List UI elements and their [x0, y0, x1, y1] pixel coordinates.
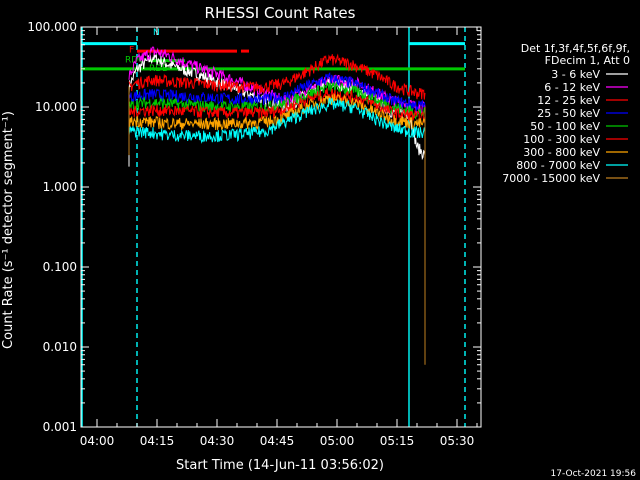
chart-title: RHESSI Count Rates: [205, 4, 356, 22]
x-tick-label: 04:00: [80, 434, 115, 448]
y-tick-label: 0.001: [43, 420, 77, 434]
x-tick-label: 04:15: [140, 434, 175, 448]
annotation-rdb: RDB: [149, 64, 168, 74]
x-tick-label: 04:45: [260, 434, 295, 448]
series-line-5: [128, 88, 426, 124]
legend: Det 1f,3f,4f,5f,6f,9f,FDecim 1, Att 03 -…: [502, 42, 630, 185]
series-line-3: [128, 72, 426, 111]
y-tick-label: 0.010: [43, 340, 77, 354]
series-line-7: [128, 97, 426, 144]
annotation-rdc: RDC: [125, 55, 144, 65]
legend-label-5: 100 - 300 keV: [523, 133, 600, 146]
legend-label-0: 3 - 6 keV: [551, 68, 600, 81]
x-tick-label: 05:00: [320, 434, 355, 448]
legend-label-1: 6 - 12 keV: [544, 81, 600, 94]
legend-label-6: 300 - 800 keV: [523, 146, 600, 159]
annotation-f: F: [129, 46, 134, 56]
footer-timestamp: 17-Oct-2021 19:56: [551, 469, 637, 479]
legend-header-line-2: FDecim 1, Att 0: [545, 54, 630, 67]
y-tick-label: 0.100: [43, 260, 77, 274]
y-tick-label: 1.000: [43, 180, 77, 194]
legend-label-4: 50 - 100 keV: [530, 120, 600, 133]
x-tick-label: 05:30: [440, 434, 475, 448]
legend-label-3: 25 - 50 keV: [537, 107, 600, 120]
series-line-2: [128, 53, 426, 100]
annotation-n: N: [153, 28, 160, 38]
y-tick-label: 10.000: [35, 100, 77, 114]
legend-label-7: 800 - 7000 keV: [516, 159, 600, 172]
y-axis-label: Count Rate (s⁻¹ detector segment⁻¹): [1, 111, 16, 349]
y-tick-label: 100.000: [27, 20, 77, 34]
x-axis-label: Start Time (14-Jun-11 03:56:02): [176, 458, 384, 473]
x-tick-label: 05:15: [380, 434, 415, 448]
x-tick-label: 04:30: [200, 434, 235, 448]
legend-label-2: 12 - 25 keV: [537, 94, 600, 107]
legend-header-line-1: Det 1f,3f,4f,5f,6f,9f,: [521, 42, 630, 55]
legend-label-8: 7000 - 15000 keV: [502, 172, 600, 185]
plot-frame: [80, 26, 482, 428]
